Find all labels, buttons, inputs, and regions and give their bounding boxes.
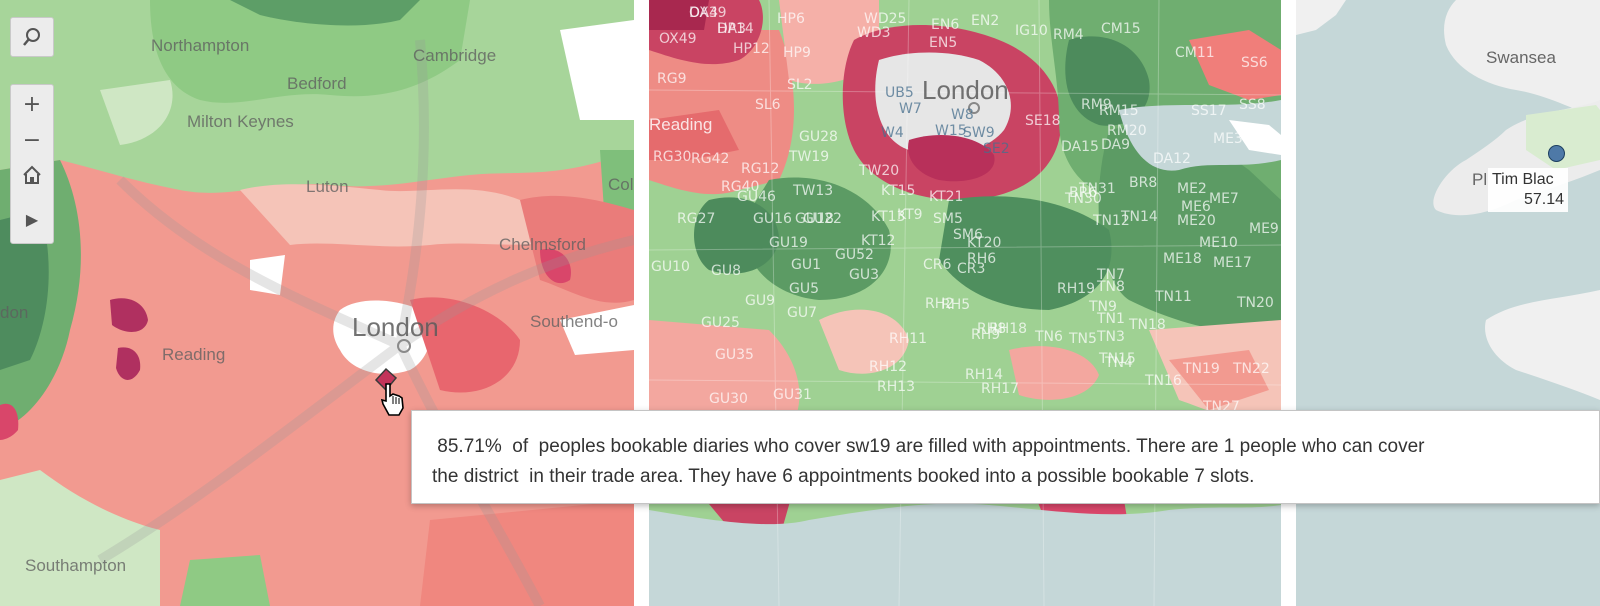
map-3-canvas[interactable]: [1296, 0, 1600, 606]
technician-name: Tim Blac: [1492, 171, 1554, 188]
tooltip-line-2: the district in their trade area. They h…: [432, 466, 1255, 487]
zoom-in-button[interactable]: +: [22, 91, 42, 117]
technician-label: Tim Blac 57.14: [1488, 168, 1569, 212]
district-tooltip: 85.71% of peoples bookable diaries who c…: [411, 410, 1600, 504]
search-icon[interactable]: [11, 20, 53, 54]
technician-location-marker[interactable]: [1548, 145, 1565, 162]
search-toolbar: [10, 17, 54, 57]
panel-divider-2: [1281, 0, 1296, 606]
tooltip-line-1: 85.71% of peoples bookable diaries who c…: [432, 436, 1425, 457]
map-1-canvas[interactable]: [0, 0, 634, 606]
home-icon[interactable]: [11, 158, 53, 192]
map-2-canvas[interactable]: [649, 0, 1281, 606]
map-panel-2[interactable]: London Reading OX39 HP14 HP12 OX49 HP6 WD25 EN…: [649, 0, 1281, 606]
panel-divider: [634, 0, 649, 606]
map-panel-3[interactable]: Swansea Pl Tim Blac 57.14: [1296, 0, 1600, 606]
zoom-toolbar: + − ▶: [10, 84, 54, 244]
technician-value: 57.14: [1524, 191, 1565, 208]
play-icon[interactable]: ▶: [25, 209, 39, 229]
hand-cursor-icon: [380, 383, 404, 416]
zoom-out-button[interactable]: −: [22, 127, 42, 153]
map-panel-1[interactable]: Northampton Cambridge Bedford Milton Key…: [0, 0, 634, 606]
